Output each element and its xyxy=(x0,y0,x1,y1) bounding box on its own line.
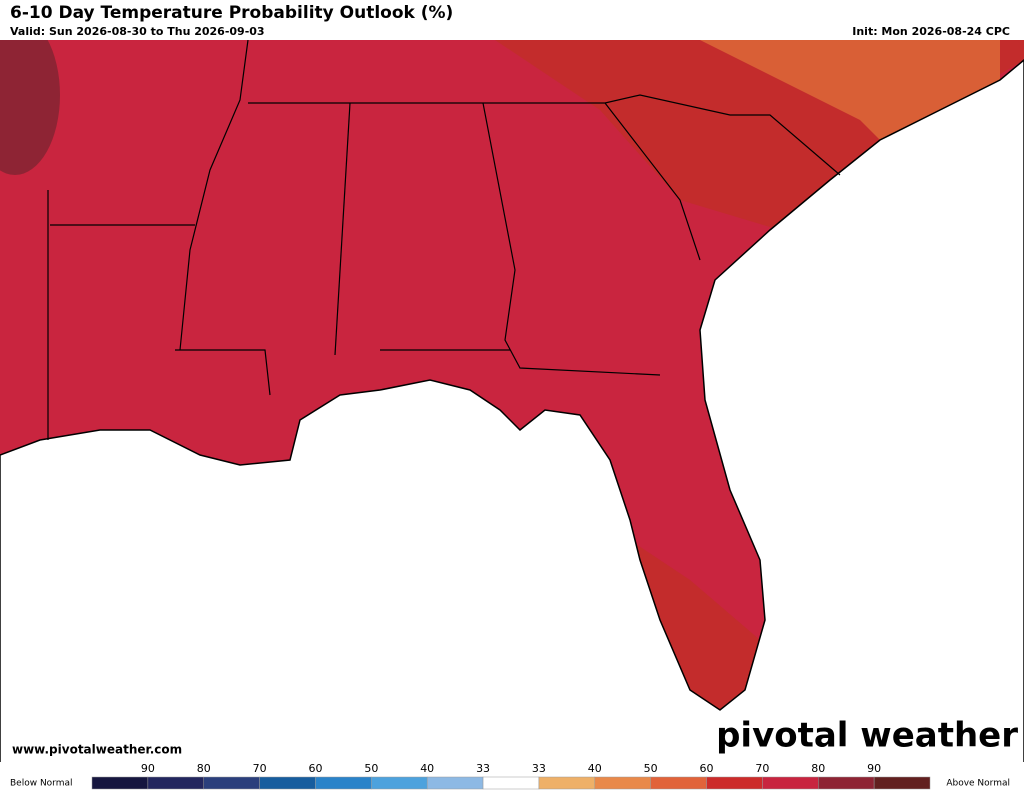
legend-swatch xyxy=(482,776,540,790)
band-60 xyxy=(700,40,1000,140)
legend-swatch xyxy=(650,776,707,790)
legend-tick-label: 80 xyxy=(197,762,211,775)
legend-tick-label: 90 xyxy=(867,762,881,775)
legend-tick-label: 60 xyxy=(308,762,322,775)
legend-tick-label: 50 xyxy=(644,762,658,775)
legend-tick-label: 90 xyxy=(141,762,155,775)
legend-swatch xyxy=(706,776,763,790)
legend-swatch xyxy=(315,776,372,790)
legend-tick-label: 33 xyxy=(476,762,490,775)
logo: pivotal weather xyxy=(716,716,1018,756)
legend-swatch xyxy=(594,776,651,790)
legend-tick-label: 40 xyxy=(588,762,602,775)
ocean xyxy=(0,59,1024,771)
legend: 90 80 70 60 50 40 33 33 40 50 60 70 80 90 xyxy=(91,762,931,790)
legend-swatch xyxy=(147,776,204,790)
legend-swatch xyxy=(818,776,875,790)
legend-swatch xyxy=(538,776,596,790)
header-bg xyxy=(0,0,1024,40)
legend-swatch xyxy=(873,776,931,790)
legend-swatch xyxy=(203,776,260,790)
url: www.pivotalweather.com xyxy=(12,743,182,757)
legend-swatch xyxy=(259,776,316,790)
legend-tick-label: 40 xyxy=(420,762,434,775)
legend-right-label: Above Normal xyxy=(946,779,1010,789)
legend-swatch xyxy=(91,776,149,790)
legend-tick-label: 50 xyxy=(364,762,378,775)
legend-tick-label: 33 xyxy=(532,762,546,775)
legend-tick-label: 60 xyxy=(700,762,714,775)
state-borders xyxy=(47,39,841,440)
legend-swatch xyxy=(762,776,819,790)
legend-tick-label: 80 xyxy=(811,762,825,775)
init-time: Init: Mon 2026-08-24 CPC xyxy=(852,25,1010,38)
title: 6-10 Day Temperature Probability Outlook… xyxy=(10,3,453,23)
legend-tick-label: 70 xyxy=(755,762,769,775)
band-90 xyxy=(0,15,60,175)
legend-swatch xyxy=(426,776,484,790)
map xyxy=(0,15,1024,771)
band-70-fl xyxy=(630,540,760,720)
legend-left-label: Below Normal xyxy=(10,779,73,789)
legend-swatch xyxy=(371,776,428,790)
valid-time: Valid: Sun 2026-08-30 to Thu 2026-09-03 xyxy=(10,25,265,38)
legend-tick-label: 70 xyxy=(253,762,267,775)
